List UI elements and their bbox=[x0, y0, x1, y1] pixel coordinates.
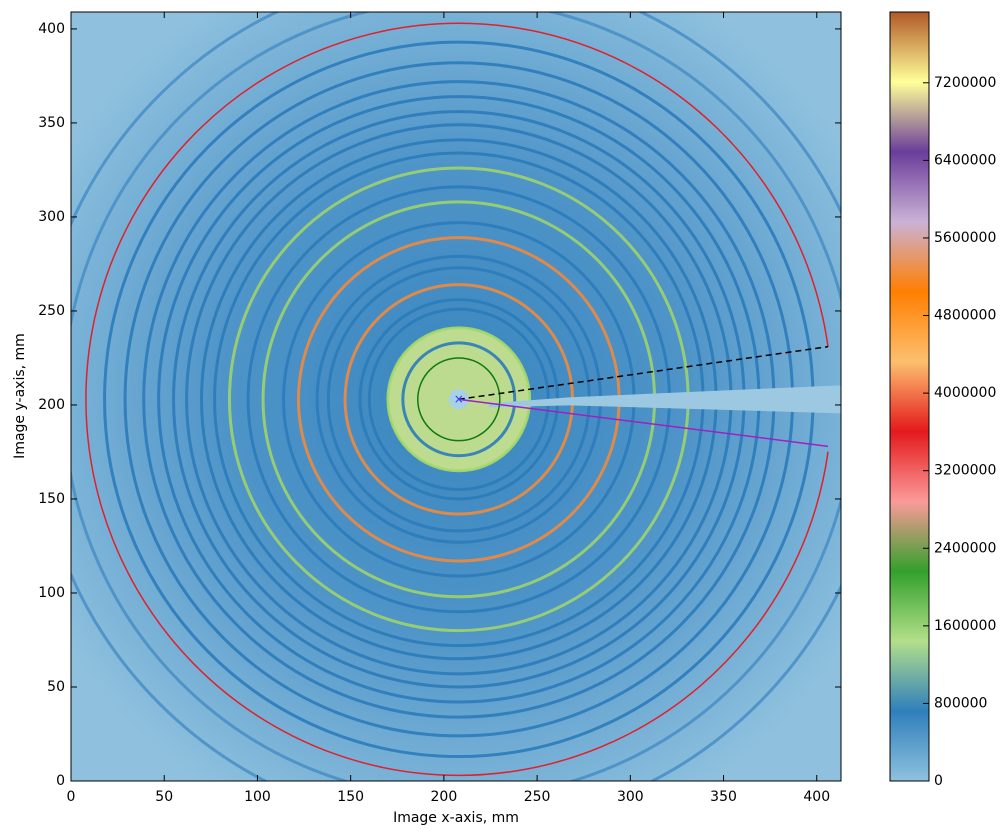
x-tick-label: 350 bbox=[710, 789, 737, 805]
x-tick-label: 250 bbox=[524, 789, 551, 805]
x-tick-label: 400 bbox=[803, 789, 830, 805]
x-tick-label: 0 bbox=[67, 789, 76, 805]
y-tick-label: 50 bbox=[47, 679, 65, 695]
ring bbox=[386, 326, 532, 473]
x-tick-label: 150 bbox=[337, 789, 364, 805]
y-tick-label: 150 bbox=[38, 491, 65, 507]
y-tick-label: 100 bbox=[38, 585, 65, 601]
plot-frame bbox=[70, 11, 842, 782]
colorbar-tick-label: 3200000 bbox=[934, 463, 996, 479]
colorbar-tick-label: 4800000 bbox=[934, 308, 996, 324]
y-tick-label: 250 bbox=[38, 303, 65, 319]
y-axis-label: Image y-axis, mm bbox=[12, 333, 28, 459]
center-marker: × bbox=[454, 392, 464, 406]
beam-stop bbox=[488, 385, 841, 414]
colorbar-tick-label: 800000 bbox=[934, 695, 987, 711]
y-tick-label: 300 bbox=[38, 209, 65, 225]
x-tick-label: 200 bbox=[431, 789, 458, 805]
inner-circle bbox=[417, 357, 501, 442]
x-tick-label: 50 bbox=[155, 789, 173, 805]
x-axis-label: Image x-axis, mm bbox=[393, 810, 519, 826]
image: × bbox=[71, 12, 841, 781]
colorbar-tick-label: 0 bbox=[934, 773, 943, 789]
colorbar bbox=[889, 11, 930, 782]
y-tick-label: 400 bbox=[38, 21, 65, 37]
x-tick-label: 100 bbox=[244, 789, 271, 805]
colorbar-tick-label: 7200000 bbox=[934, 75, 996, 91]
y-tick-label: 0 bbox=[56, 773, 65, 789]
sector-line bbox=[458, 345, 829, 401]
sector-line bbox=[458, 398, 829, 448]
colorbar-tick-label: 2400000 bbox=[934, 540, 996, 556]
y-tick-label: 200 bbox=[38, 397, 65, 413]
x-tick-label: 300 bbox=[617, 789, 644, 805]
colorbar-tick-label: 6400000 bbox=[934, 152, 996, 168]
y-tick-label: 350 bbox=[38, 115, 65, 131]
colorbar-tick-label: 4000000 bbox=[934, 385, 996, 401]
colorbar-tick-label: 1600000 bbox=[934, 618, 996, 634]
ring bbox=[401, 341, 517, 458]
colorbar-tick-label: 5600000 bbox=[934, 230, 996, 246]
outer-arc bbox=[85, 22, 829, 777]
